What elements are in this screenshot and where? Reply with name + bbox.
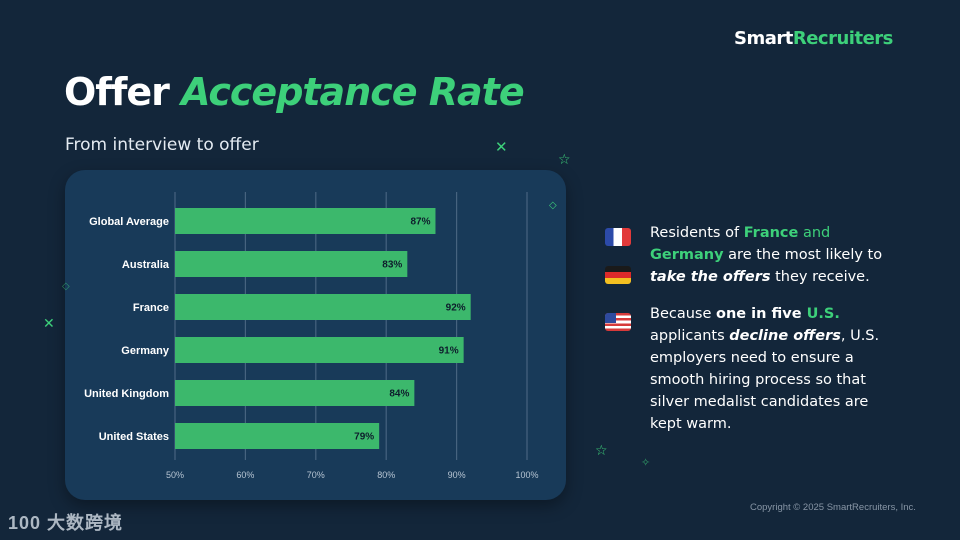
sparkle-icon: ✕ xyxy=(43,315,55,331)
bar-chart: 50% 60% 70% 80% 90% 100% 87% Global Average 83% A… xyxy=(84,192,539,480)
insight-text: applicants xyxy=(650,328,730,344)
chart-card: 50% 60% 70% 80% 90% 100% 87% Global Average 83% A… xyxy=(65,170,566,500)
category-label: Global Average xyxy=(89,216,169,228)
copyright-notice: Copyright © 2025 SmartRecruiters, Inc. xyxy=(750,502,916,513)
sparkle-outline-icon: ◇ xyxy=(62,281,70,292)
page-title-part1: Offer xyxy=(64,70,182,114)
data-label: 87% xyxy=(410,217,430,228)
page-title-part2: Acceptance Rate xyxy=(181,70,524,114)
category-label: France xyxy=(133,302,169,314)
page-title: Offer Acceptance Rate xyxy=(64,70,525,114)
insight-text: are the most likely to xyxy=(723,247,883,263)
page-subtitle: From interview to offer xyxy=(65,135,259,155)
data-label: 84% xyxy=(389,389,409,400)
x-tick-label: 50% xyxy=(166,470,184,480)
data-label: 83% xyxy=(382,260,402,271)
data-label: 91% xyxy=(439,346,459,357)
x-tick-label: 60% xyxy=(236,470,254,480)
flag-usa-icon xyxy=(605,313,631,331)
x-tick-label: 70% xyxy=(307,470,325,480)
sparkle-icon: ✕ xyxy=(495,139,508,156)
category-label: Germany xyxy=(121,345,170,357)
x-tick-label: 90% xyxy=(448,470,466,480)
bar xyxy=(175,423,380,449)
data-label: 92% xyxy=(446,303,466,314)
insight-france-germany: Residents of France and Germany are the … xyxy=(600,222,900,288)
sparkle-outline-icon: ◇ xyxy=(549,200,557,211)
bar xyxy=(175,294,471,320)
insights-panel: Residents of France and Germany are the … xyxy=(600,222,900,435)
bar xyxy=(175,208,436,234)
insight-text: Because xyxy=(650,306,717,322)
insight-text: , U.S. employers need to ensure a smooth… xyxy=(650,328,880,432)
insight-emphasis: decline offers xyxy=(729,328,841,344)
x-tick-label: 100% xyxy=(515,470,538,480)
category-label: United States xyxy=(99,431,169,443)
bar xyxy=(175,251,408,277)
insight-usa: Because one in five U.S. applicants decl… xyxy=(600,303,900,435)
category-label: United Kingdom xyxy=(84,388,169,400)
flag-france-icon xyxy=(605,228,631,246)
flag-germany-icon xyxy=(605,266,631,284)
sparkle-outline-icon: ✧ xyxy=(641,457,651,469)
brand-logo-part2: Recruiters xyxy=(792,28,894,49)
insight-text: they receive. xyxy=(770,269,870,285)
data-label: 79% xyxy=(354,432,374,443)
insight-text: Residents of xyxy=(650,225,744,241)
bar xyxy=(175,380,415,406)
brand-logo-part1: Smart xyxy=(734,28,793,49)
insight-highlight-france: France xyxy=(743,225,799,241)
brand-logo: SmartRecruiters xyxy=(734,28,893,49)
star-outline-icon: ☆ xyxy=(558,151,571,167)
insight-emphasis: take the offers xyxy=(650,269,771,285)
insight-highlight-germany: Germany xyxy=(650,247,724,263)
watermark: 100 大数跨境 xyxy=(8,513,124,533)
insight-text: and xyxy=(798,225,831,241)
insight-highlight-us: U.S. xyxy=(806,306,840,322)
star-outline-icon: ☆ xyxy=(595,442,608,458)
insight-emphasis: one in five xyxy=(716,306,807,322)
category-label: Australia xyxy=(122,259,170,271)
bar xyxy=(175,337,464,363)
x-tick-label: 80% xyxy=(377,470,395,480)
